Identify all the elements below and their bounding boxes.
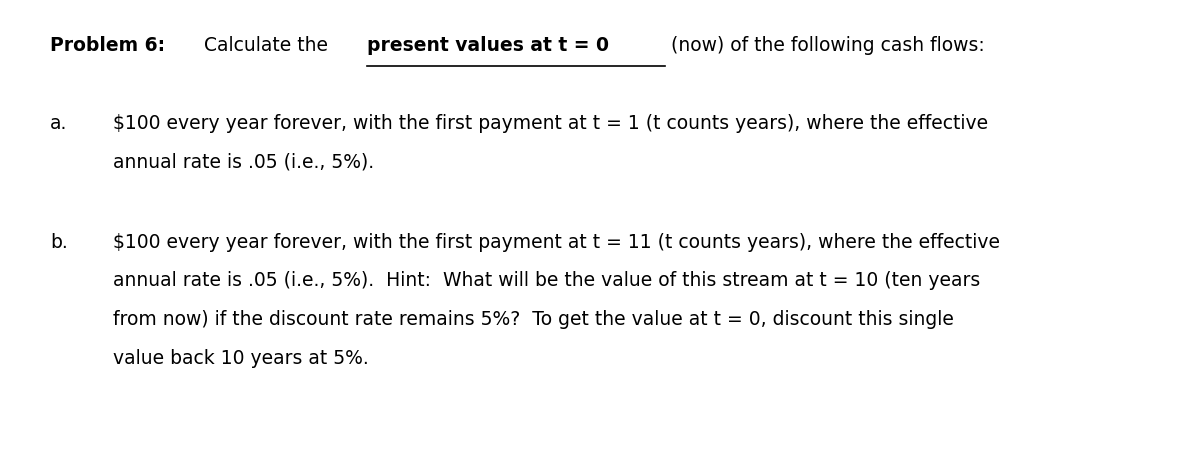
Text: annual rate is .05 (i.e., 5%).  Hint:  What will be the value of this stream at : annual rate is .05 (i.e., 5%). Hint: Wha… bbox=[113, 271, 980, 290]
Text: b.: b. bbox=[50, 232, 67, 252]
Text: $100 every year forever, with the first payment at t = 1 (t counts years), where: $100 every year forever, with the first … bbox=[113, 114, 988, 133]
Text: (now) of the following cash flows:: (now) of the following cash flows: bbox=[665, 36, 985, 55]
Text: Calculate the: Calculate the bbox=[192, 36, 334, 55]
Text: value back 10 years at 5%.: value back 10 years at 5%. bbox=[113, 349, 368, 368]
Text: Problem 6:: Problem 6: bbox=[50, 36, 166, 55]
Text: present values at t = 0: present values at t = 0 bbox=[367, 36, 608, 55]
Text: annual rate is .05 (i.e., 5%).: annual rate is .05 (i.e., 5%). bbox=[113, 153, 374, 172]
Text: $100 every year forever, with the first payment at t = 11 (t counts years), wher: $100 every year forever, with the first … bbox=[113, 232, 1000, 252]
Text: from now) if the discount rate remains 5%?  To get the value at t = 0, discount : from now) if the discount rate remains 5… bbox=[113, 310, 954, 329]
Text: a.: a. bbox=[50, 114, 67, 133]
